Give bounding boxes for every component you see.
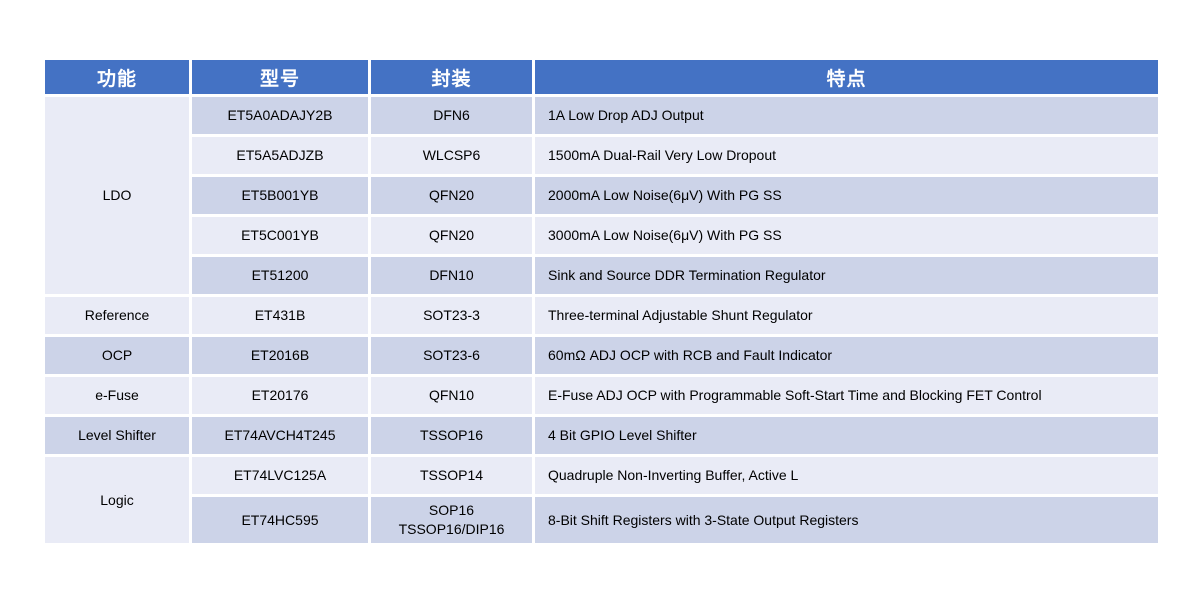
table-row: ET74HC595 SOP16 TSSOP16/DIP16 8-Bit Shift … xyxy=(44,494,1161,546)
header-feature: 特点 xyxy=(532,57,1161,97)
package-cell: TSSOP16 xyxy=(368,414,535,457)
table-row: ET5A5ADJZB WLCSP6 1500mA Dual-Rail Very Lo… xyxy=(44,134,1161,177)
table-row: ET5C001YB QFN20 3000mA Low Noise(6μV) With… xyxy=(44,214,1161,257)
feature-cell: 1A Low Drop ADJ Output xyxy=(532,94,1161,137)
table-body: LDO ET5A0ADAJY2B DFN6 1A Low Drop ADJ Outpu… xyxy=(42,94,1161,546)
feature-cell: 4 Bit GPIO Level Shifter xyxy=(532,414,1161,457)
package-cell: DFN10 xyxy=(368,254,535,297)
package-cell: DFN6 xyxy=(368,94,535,137)
header-function: 功能 xyxy=(42,57,192,97)
table-row: e-Fuse ET20176 QFN10 E-Fuse ADJ OCP with Pr… xyxy=(42,374,1161,417)
model-cell: ET74HC595 xyxy=(189,494,371,546)
package-cell: SOT23-6 xyxy=(368,334,535,377)
model-cell: ET2016B xyxy=(189,334,371,377)
header-row: 功能 型号 封装 特点 xyxy=(42,57,1161,97)
product-spec-table: 功能 型号 封装 特点 LDO ET5A0ADAJY2B DFN6 1A Low Dr… xyxy=(42,57,1161,546)
function-cell: Reference xyxy=(42,294,192,337)
feature-cell: 1500mA Dual-Rail Very Low Dropout xyxy=(532,134,1161,177)
feature-cell: 8-Bit Shift Registers with 3-State Outpu… xyxy=(532,494,1161,546)
feature-cell: E-Fuse ADJ OCP with Programmable Soft-St… xyxy=(532,374,1161,417)
model-cell: ET431B xyxy=(189,294,371,337)
table-row: LDO ET5A0ADAJY2B DFN6 1A Low Drop ADJ Outpu… xyxy=(42,94,1161,297)
table-header: 功能 型号 封装 特点 xyxy=(42,57,1161,97)
table-row: OCP ET2016B SOT23-6 60mΩ ADJ OCP with RCB a… xyxy=(42,334,1161,377)
function-cell: LDO xyxy=(42,94,192,297)
feature-cell: Sink and Source DDR Termination Regulato… xyxy=(532,254,1161,297)
table-row: Logic ET74LVC125A TSSOP14 Quadruple Non-Inv… xyxy=(42,454,1161,546)
table-row: Level Shifter ET74AVCH4T245 TSSOP16 4 Bit G… xyxy=(42,414,1161,457)
header-package: 封装 xyxy=(368,57,535,97)
package-cell: QFN20 xyxy=(368,174,535,217)
package-cell: SOT23-3 xyxy=(368,294,535,337)
model-cell: ET74LVC125A xyxy=(189,454,371,497)
model-cell: ET20176 xyxy=(189,374,371,417)
table-row: Reference ET431B SOT23-3 Three-terminal Adj… xyxy=(42,294,1161,337)
package-cell: SOP16 TSSOP16/DIP16 xyxy=(368,494,535,546)
package-cell: WLCSP6 xyxy=(368,134,535,177)
model-cell: ET5B001YB xyxy=(189,174,371,217)
table-row: ET51200 DFN10 Sink and Source DDR Terminat… xyxy=(44,254,1161,297)
function-cell: Logic xyxy=(42,454,192,546)
package-cell: TSSOP14 xyxy=(368,454,535,497)
model-cell: ET51200 xyxy=(189,254,371,297)
package-cell: QFN10 xyxy=(368,374,535,417)
function-cell: OCP xyxy=(42,334,192,377)
model-cell: ET5A0ADAJY2B xyxy=(189,94,371,137)
header-model: 型号 xyxy=(189,57,371,97)
function-cell: e-Fuse xyxy=(42,374,192,417)
package-cell: QFN20 xyxy=(368,214,535,257)
model-cell: ET5C001YB xyxy=(189,214,371,257)
feature-cell: 60mΩ ADJ OCP with RCB and Fault Indicato… xyxy=(532,334,1161,377)
feature-cell: 2000mA Low Noise(6μV) With PG SS xyxy=(532,174,1161,217)
feature-cell: Three-terminal Adjustable Shunt Regulato… xyxy=(532,294,1161,337)
table-row: ET5B001YB QFN20 2000mA Low Noise(6μV) With… xyxy=(44,174,1161,217)
model-cell: ET74AVCH4T245 xyxy=(189,414,371,457)
feature-cell: Quadruple Non-Inverting Buffer, Active L xyxy=(532,454,1161,497)
function-cell: Level Shifter xyxy=(42,414,192,457)
model-cell: ET5A5ADJZB xyxy=(189,134,371,177)
feature-cell: 3000mA Low Noise(6μV) With PG SS xyxy=(532,214,1161,257)
